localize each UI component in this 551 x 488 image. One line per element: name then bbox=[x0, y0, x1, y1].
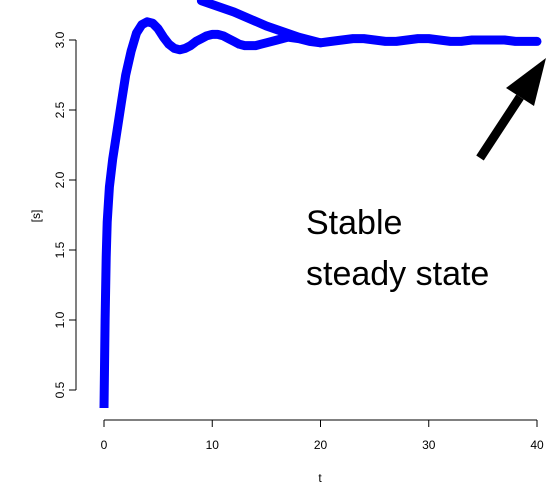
annotation-arrow-shaft bbox=[476, 94, 524, 161]
y-axis: 0.5 1.0 1.5 2.0 2.5 3.0 [s] bbox=[29, 31, 77, 398]
y-tick-label: 2.0 bbox=[53, 171, 67, 188]
x-tick-label: 0 bbox=[101, 438, 108, 452]
annotation-arrow-head bbox=[506, 58, 546, 106]
y-tick-label: 0.5 bbox=[53, 381, 67, 398]
plot-area bbox=[99, 0, 546, 408]
y-tick-label: 2.5 bbox=[53, 101, 67, 118]
series-line-2 bbox=[196, 0, 325, 48]
x-ticks: 0 10 20 30 40 bbox=[101, 420, 544, 452]
x-tick-label: 40 bbox=[530, 438, 544, 452]
y-tick-label: 1.5 bbox=[53, 241, 67, 258]
series-line-1 bbox=[99, 17, 542, 408]
y-ticks: 0.5 1.0 1.5 2.0 2.5 3.0 bbox=[53, 31, 76, 398]
x-tick-label: 10 bbox=[206, 438, 220, 452]
annotation-text: Stable steady state bbox=[306, 204, 489, 293]
series-group bbox=[99, 0, 542, 408]
x-tick-label: 30 bbox=[422, 438, 436, 452]
y-tick-label: 3.0 bbox=[53, 31, 67, 48]
y-tick-label: 1.0 bbox=[53, 311, 67, 328]
annotation-line-2: steady state bbox=[306, 255, 489, 293]
annotation-line-1: Stable bbox=[306, 204, 402, 242]
x-axis-title: t bbox=[318, 471, 322, 485]
x-tick-label: 20 bbox=[314, 438, 328, 452]
y-axis-title: [s] bbox=[29, 210, 43, 223]
x-axis: 0 10 20 30 40 t bbox=[101, 419, 544, 485]
